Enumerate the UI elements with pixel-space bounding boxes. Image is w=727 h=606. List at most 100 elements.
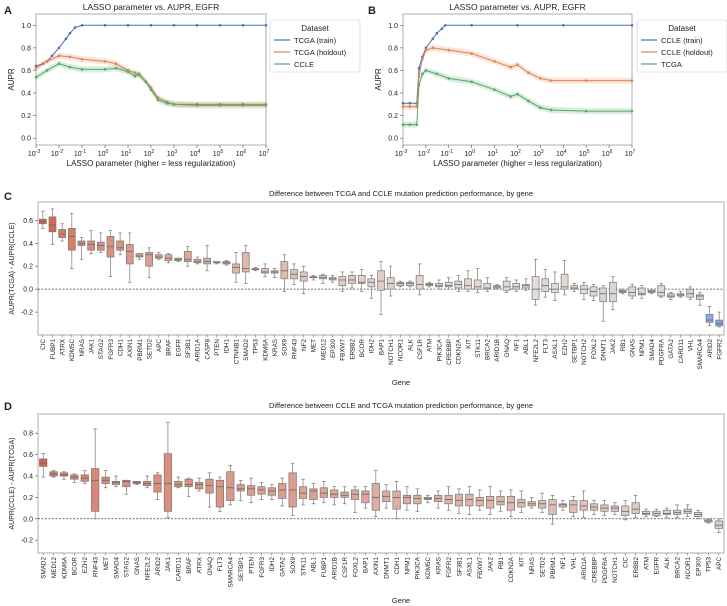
iqr-box [125,244,134,265]
gene-label: CDKN2A [508,556,515,582]
gene-box-gnas [628,284,637,299]
iqr-box [91,468,100,512]
series-point [562,23,565,27]
x-tick-label: 10-2 [418,149,430,158]
iqr-box [330,489,339,498]
gene-box-med12 [49,470,58,478]
gene-label: VHL [571,557,578,570]
gene-box-foxl2 [350,486,360,513]
gene-box-cdkn2a [506,489,516,517]
gene-box-met [101,470,110,489]
gene-label: NF1 [560,557,567,569]
iqr-box [473,279,482,290]
y-tick-label: 0.4 [23,241,33,248]
series-point [417,74,421,78]
gene-box-kras [270,268,279,279]
series-point [103,68,107,71]
series-point [630,109,634,113]
gene-label: PTEN [248,557,255,574]
iqr-box [621,505,630,516]
gene-label: ARID1A [581,556,588,580]
gene-label: MED12 [320,339,327,360]
series-point [550,79,553,82]
gene-label: KRAS [435,557,442,574]
gene-box-rb1 [618,288,627,295]
gene-box-cdh1 [392,481,401,520]
series-point [550,108,553,112]
legend-title: Dataset [301,24,329,33]
iqr-box [163,453,173,512]
iqr-box [309,488,318,500]
iqr-box [278,483,287,499]
iqr-box [392,490,401,510]
iqr-box [610,505,619,512]
gene-box-atrx [195,477,204,492]
iqr-box [96,241,105,251]
x-tick-label: 101 [487,149,498,158]
series-point [68,31,72,35]
series-point [527,71,530,75]
gene-label: BCOR [72,557,79,576]
gene-label: ATRX [59,338,66,355]
gene-label: BAP1 [378,339,385,356]
gene-box-jak2 [609,276,617,311]
series-point [144,80,148,84]
gene-label: CDH1 [394,557,401,575]
series-point [509,65,512,69]
iqr-box [406,281,414,287]
series-point [424,48,428,52]
gene-box-crebbp [444,277,453,290]
gene-box-jak1 [163,422,173,519]
iqr-box [367,278,376,288]
gene-box-kdm6a [59,471,69,480]
x-tick-label: 105 [213,149,224,158]
gene-label: DNMT1 [383,557,390,579]
gene-box-apc [154,252,163,260]
series-point [80,68,84,71]
x-axis-label: LASSO parameter (higher = less regulariz… [433,159,602,168]
iqr-box [58,229,66,238]
gene-box-smad2 [241,245,250,284]
gene-label: FBXW7 [340,339,347,361]
gene-label: VHL [687,339,694,352]
series-point [114,66,118,70]
panel-letter: D [4,401,12,413]
gene-box-dnmt1 [599,285,608,322]
gene-label: CDKN2A [456,338,463,364]
gene-box-stk11 [473,268,482,293]
series-point [126,70,130,73]
series-point [80,23,84,27]
gene-box-gnaq [205,472,214,508]
iqr-box [340,491,349,498]
iqr-box [215,479,224,508]
gene-label: CREBBP [446,339,453,365]
gene-label: PBRM1 [550,557,557,579]
gene-box-arid1a [193,256,202,265]
gene-box-sox9 [280,254,289,292]
gene-box-setbp1 [236,479,245,501]
gene-label: NOTCH2 [581,339,588,365]
y-tick-label: 0.8 [23,431,33,438]
gene-label: EP300 [330,339,337,358]
gene-box-pbrm1 [135,253,144,260]
gene-label: GATA2 [668,339,675,359]
gene-label: NOTCH1 [388,339,395,365]
gene-box-arid2 [705,305,714,327]
iqr-box [357,275,366,284]
y-tick-label: -0.2 [21,310,33,317]
iqr-box [164,254,173,261]
gene-box-pdgfra [657,283,666,298]
y-axis-label: AUPR [7,68,16,90]
gene-box-alk [406,280,414,288]
gene-box-sf3b1 [454,488,464,514]
gene-label: KDM5C [69,339,76,361]
gene-box-jak2 [486,486,495,515]
gene-label: JAK1 [88,339,95,355]
gene-label: ALK [407,338,414,351]
series-point [408,105,412,108]
iqr-box [48,216,57,233]
iqr-box [183,250,192,262]
iqr-box [715,319,723,327]
y-tick-label: 0.0 [23,287,33,294]
gene-label: KDM6A [61,556,68,578]
